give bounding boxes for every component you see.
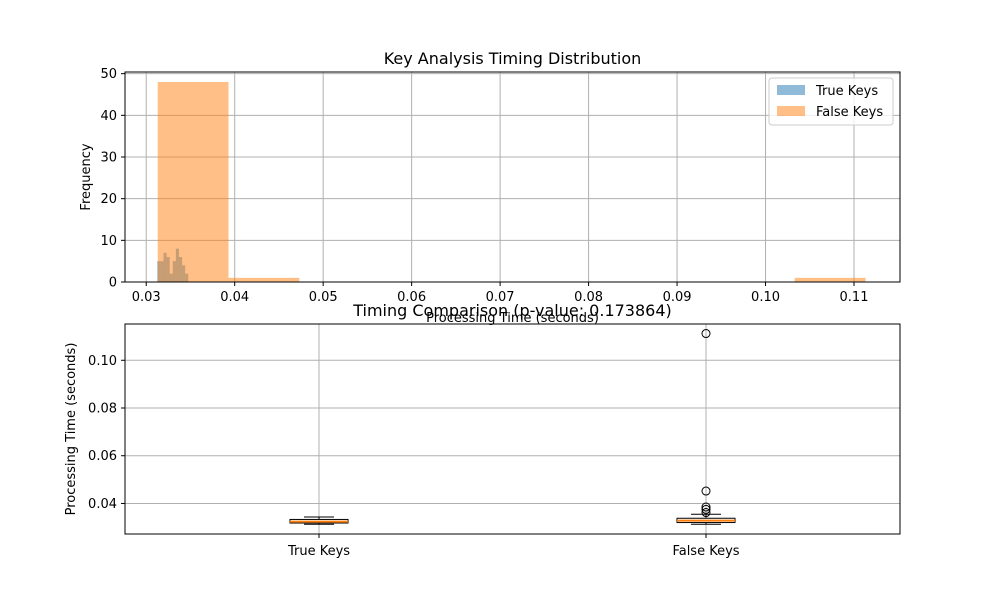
histogram-x-axis-label: Processing Time (seconds) (426, 311, 599, 326)
x-tick-label: 0.11 (840, 290, 869, 305)
y-tick-label: 20 (100, 192, 117, 207)
histogram-y-axis-label: Frequency (79, 143, 94, 210)
histogram-title: Key Analysis Timing Distribution (384, 49, 642, 68)
y-tick-label: 0.08 (88, 402, 117, 417)
y-tick-label: 30 (100, 151, 117, 166)
box-false-keys (676, 329, 736, 525)
y-tick-label: 0.04 (88, 497, 117, 512)
histogram-frame (124, 71, 901, 283)
histogram-bars (157, 82, 866, 282)
y-tick-label: 0.10 (88, 354, 117, 369)
x-tick-label: 0.08 (574, 290, 603, 305)
outlier-point (701, 504, 711, 514)
y-tick-label: 40 (100, 109, 117, 124)
legend-swatch-false-keys (777, 106, 805, 116)
outlier-point (701, 486, 711, 496)
outlier-point (701, 502, 711, 512)
x-tick-label: 0.10 (751, 290, 780, 305)
boxplot-title: Timing Comparison (p-value: 0.173864) (352, 301, 672, 320)
histogram-legend[interactable]: True Keys False Keys (768, 77, 894, 126)
x-tick-label: 0.06 (397, 290, 426, 305)
x-tick-label: 0.05 (309, 290, 338, 305)
y-tick-label: 0 (109, 276, 117, 291)
y-tick-label: 50 (100, 67, 117, 82)
x-tick-label: False Keys (672, 544, 739, 559)
histogram-y-ticks: 0 10 20 30 40 50 (100, 67, 125, 291)
legend-label-false-keys: False Keys (816, 105, 883, 120)
boxplot-y-axis-label: Processing Time (seconds) (64, 343, 79, 516)
x-tick-label: 0.07 (486, 290, 515, 305)
histogram-bar (157, 82, 229, 282)
outlier-point (701, 329, 711, 339)
legend-label-true-keys: True Keys (815, 84, 878, 99)
boxplot-y-ticks: 0.04 0.06 0.08 0.10 (88, 354, 125, 512)
series-false-keys (157, 82, 866, 282)
legend-swatch-true-keys (777, 85, 805, 95)
box-true-keys (289, 516, 349, 525)
y-tick-label: 0.06 (88, 449, 117, 464)
boxplot-chart: True Keys False Keys 0.04 0.06 0.08 0.10 Tim… (64, 301, 901, 559)
histogram-bar (228, 277, 300, 282)
histogram-bar (794, 277, 866, 282)
histogram-x-ticks: 0.03 0.04 0.05 0.06 0.07 0.08 0.09 0.10 0.11 (132, 282, 869, 305)
boxplot-grid (125, 324, 900, 534)
histogram-chart: 0.03 0.04 0.05 0.06 0.07 0.08 0.09 0.10 0.11 0 10… (79, 49, 901, 326)
x-tick-label: True Keys (287, 544, 350, 559)
x-tick-label: 0.03 (132, 290, 161, 305)
boxplot-marks (289, 329, 736, 525)
y-tick-label: 10 (100, 234, 117, 249)
boxplot-x-ticks: True Keys False Keys (287, 534, 740, 559)
outlier-point (701, 508, 711, 518)
x-tick-label: 0.09 (663, 290, 692, 305)
x-tick-label: 0.04 (220, 290, 249, 305)
boxplot-frame (124, 323, 901, 535)
